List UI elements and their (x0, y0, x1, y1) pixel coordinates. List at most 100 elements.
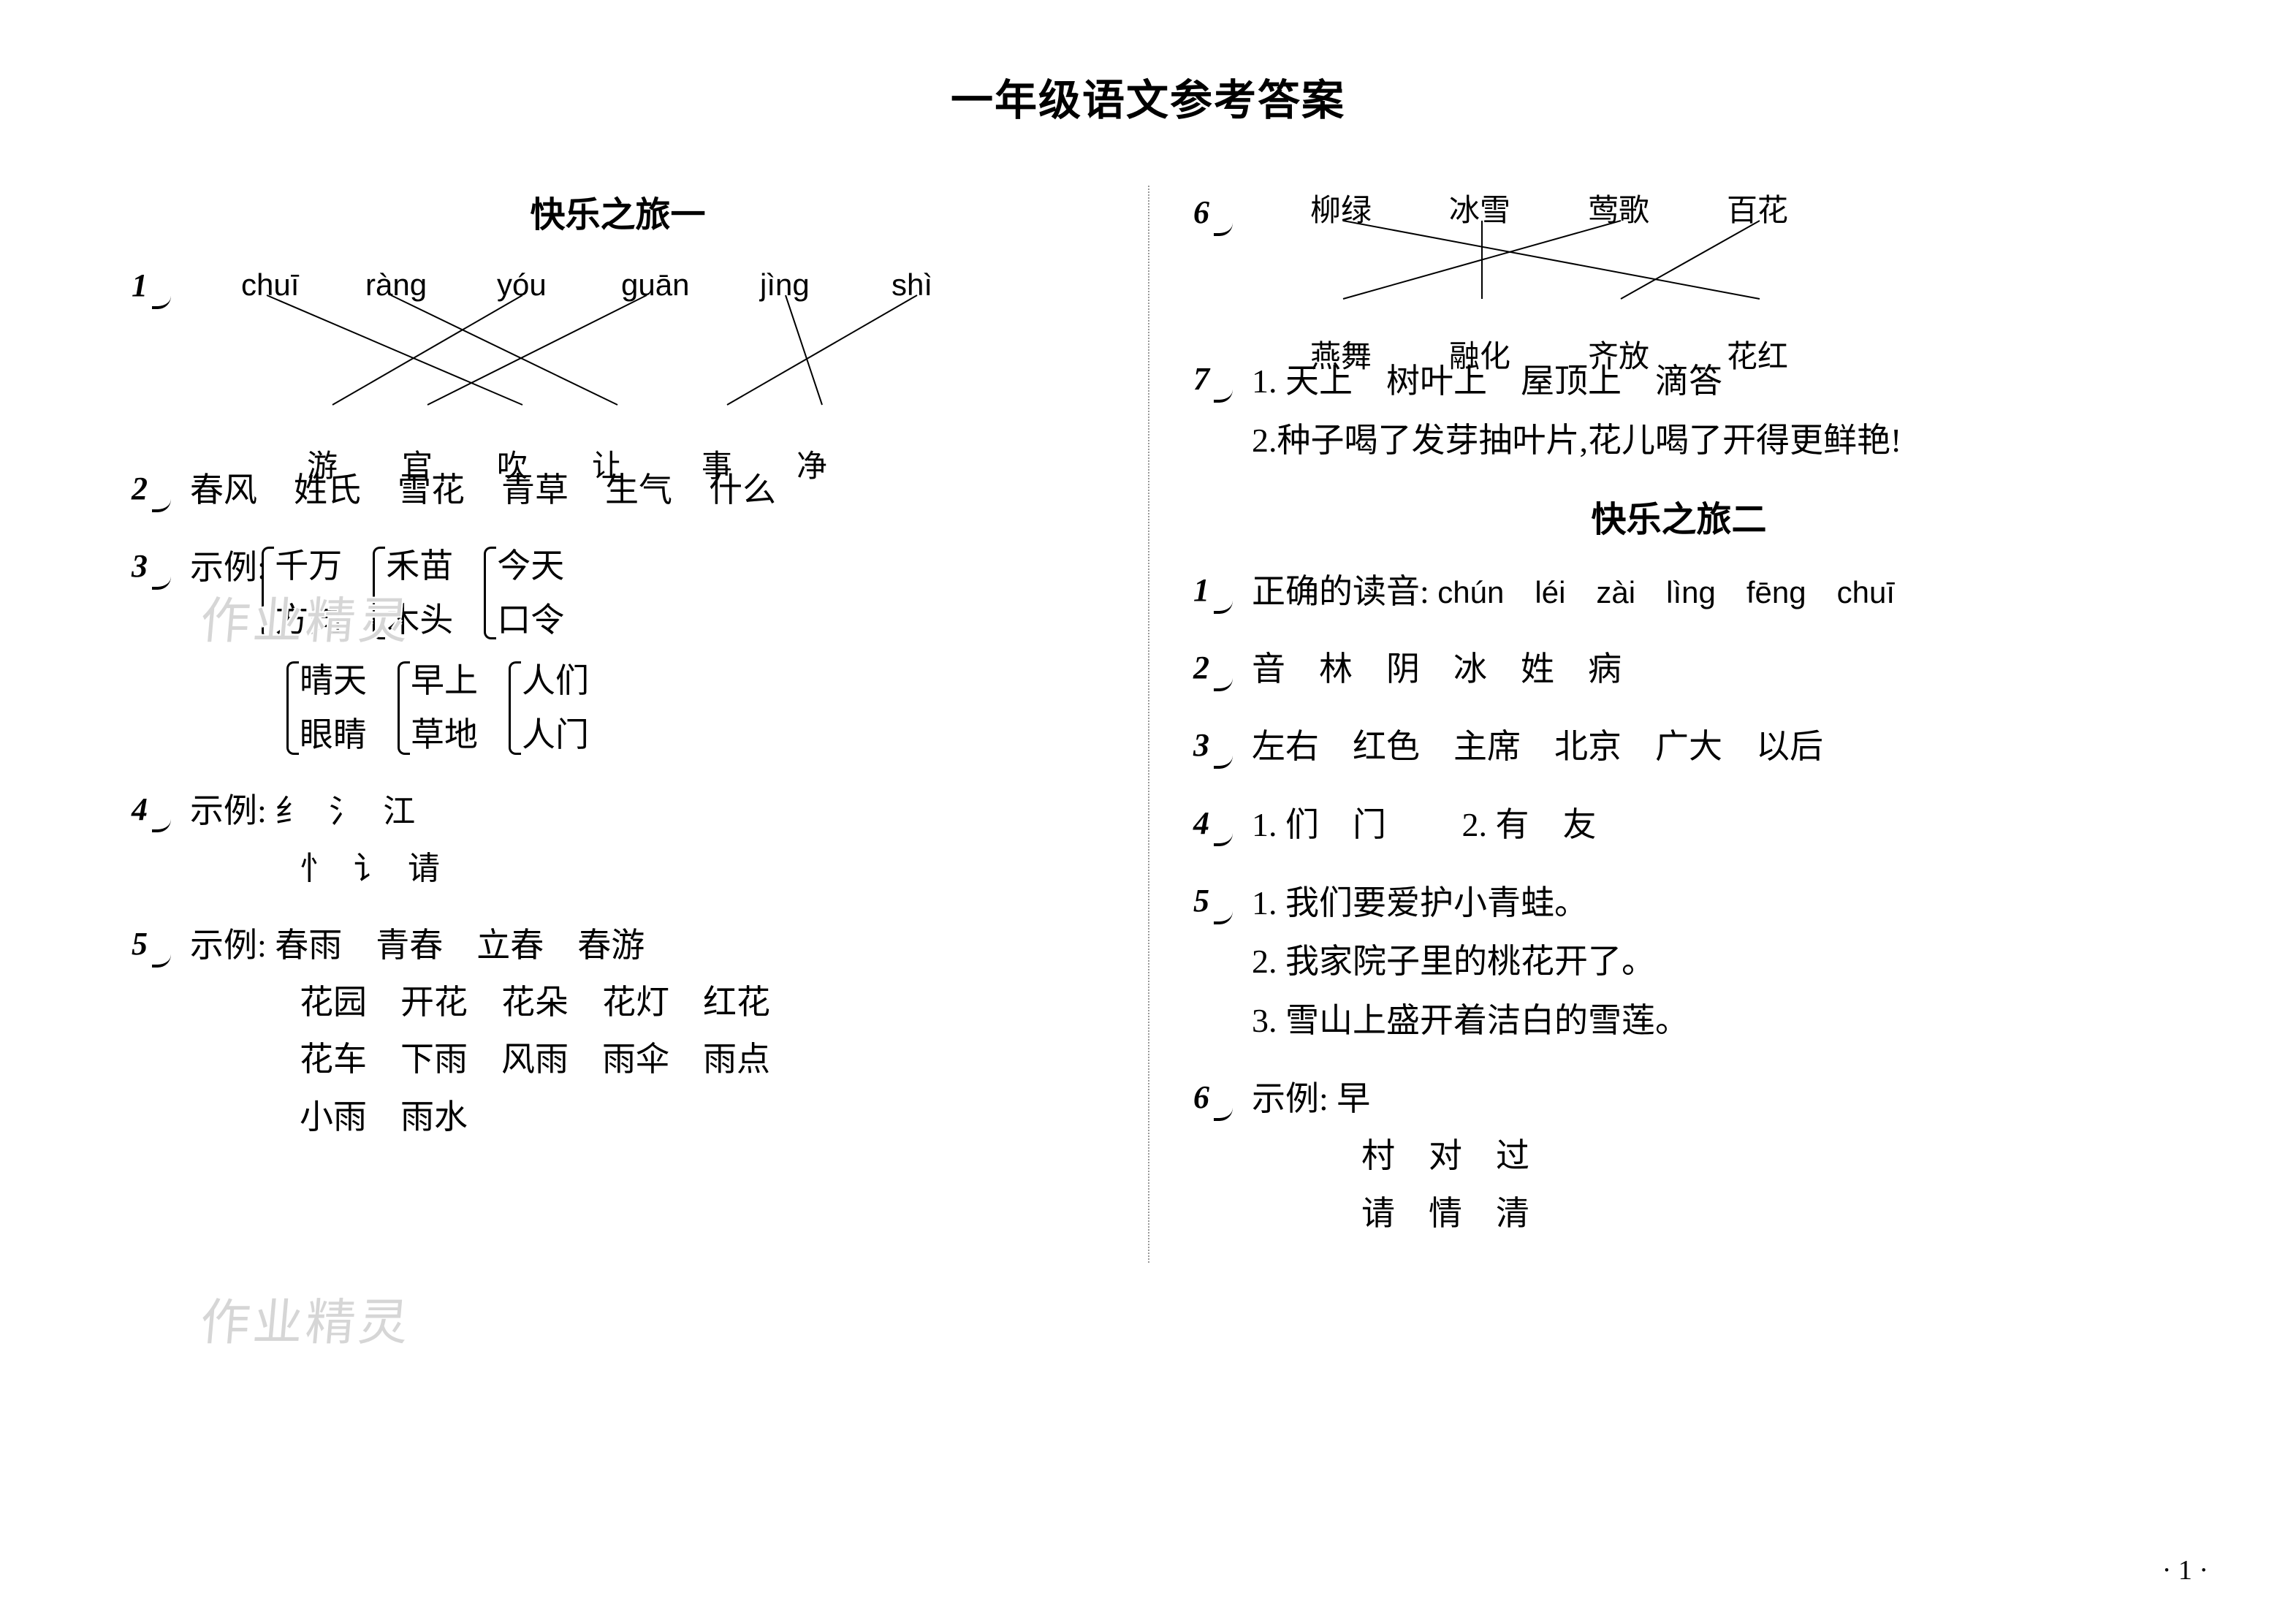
word: 以后 (1756, 728, 1823, 765)
match-top-word: ràng (365, 259, 427, 311)
q4-row1: 纟氵江 (275, 792, 437, 829)
match-top-word: jìng (760, 259, 810, 311)
section-title-1: 快乐之旅一 (132, 186, 1104, 237)
s2-q5-number: 5 (1193, 874, 1209, 929)
radical: 江 (383, 794, 415, 829)
word: 花园 (300, 984, 367, 1021)
bracket-word: 千万 (275, 539, 342, 593)
bracket-group: 今天 口令 (497, 539, 564, 647)
word: 树叶上 (1386, 362, 1487, 400)
bracket-group: 早上 草地 (411, 654, 478, 761)
q1-number: 1 (132, 259, 148, 313)
word: 情 (1429, 1195, 1462, 1232)
word: 生气 (605, 462, 672, 519)
q2-number: 2 (132, 462, 148, 517)
s2-q4-a2: 2. 有 友 (1462, 806, 1597, 843)
bracket-word: 木头 (386, 593, 453, 647)
word: 红花 (703, 984, 770, 1021)
q3-row2: 晴天 眼睛 早上 草地 人们 人门 (300, 664, 633, 701)
bracket-group: 千万 方向 (275, 539, 342, 647)
word: 小雨 (300, 1098, 367, 1136)
bracket-word: 人门 (522, 708, 589, 762)
q6-matching: 柳绿冰雪莺歌百花 燕舞融化齐放花红 (1252, 186, 2164, 332)
s2-q6-label: 示例: (1252, 1080, 1328, 1117)
pinyin-word: chuī (1837, 575, 1895, 609)
pinyin-word: léi (1535, 575, 1565, 609)
q7-a1-label: 1. (1252, 362, 1277, 400)
q5-number: 5 (132, 917, 148, 972)
word: 姓 (1521, 650, 1554, 688)
word: 过 (1496, 1137, 1529, 1174)
word: 清 (1496, 1195, 1529, 1232)
left-column: 快乐之旅一 1 chuīràngyóuguānjìngshì 游官吹让事净 2 … (132, 186, 1148, 1263)
bracket-word: 人们 (522, 654, 589, 708)
watermark-2: 作业精灵 (198, 1282, 415, 1354)
s2-q5-l1: 1. 我们要爱护小青蛙。 (1252, 874, 2164, 933)
word: 阴 (1386, 650, 1420, 688)
word: 对 (1429, 1137, 1462, 1174)
q1-lines-svg (190, 259, 994, 441)
s2-q6-l3: 请 情 清 (1361, 1195, 1529, 1232)
q7-number: 7 (1193, 352, 1209, 407)
match-top-word: 冰雪 (1449, 186, 1510, 237)
radical: 请 (408, 851, 440, 886)
bracket-group: 人们 人门 (522, 654, 589, 761)
s2-q3-words: 左右 红色 主席 北京 广大 以后 (1252, 728, 1823, 765)
match-top-word: yóu (497, 259, 547, 311)
s2-question-6: 6 示例: 早 村 对 过 请 情 清 (1193, 1071, 2164, 1242)
section-title-2: 快乐之旅二 (1193, 490, 2164, 541)
q7-a2-text: 种子喝了发芽抽叶片,花儿喝了开得更鲜艳! (1277, 422, 1902, 459)
s2-question-4: 4 1. 们 门 2. 有 友 (1193, 797, 2164, 854)
match-top-word: shì (892, 259, 932, 311)
radical: 讠 (354, 851, 386, 886)
word: 滴答 (1655, 362, 1722, 400)
q5-line1: 春雨 青春 立春 春游 (275, 927, 645, 964)
question-1: 1 chuīràngyóuguānjìngshì 游官吹让事净 (132, 259, 1104, 441)
q7-a2-label: 2. (1252, 422, 1277, 459)
match-top-word: 柳绿 (1310, 186, 1372, 237)
word: 春雨 (275, 927, 342, 964)
word: 风雨 (501, 1041, 569, 1078)
s2-q6-l2: 村 对 过 (1361, 1137, 1529, 1174)
word: 林 (1319, 650, 1353, 688)
q6-number: 6 (1193, 186, 1209, 240)
word: 雨水 (400, 1098, 468, 1136)
radical: 氵 (329, 794, 361, 829)
q5-line2: 花园 开花 花朵 花灯 红花 (300, 984, 770, 1021)
q5-label: 示例: (190, 927, 267, 964)
s2-question-5: 5 1. 我们要爱护小青蛙。 2. 我家院子里的桃花开了。 3. 雪山上盛开着洁… (1193, 874, 2164, 1051)
word: 什么 (709, 462, 776, 519)
bracket-word: 眼睛 (300, 708, 367, 762)
match-top-word: 百花 (1727, 186, 1788, 237)
word: 立春 (476, 927, 544, 964)
bracket-word: 早上 (411, 654, 478, 708)
s2-question-1: 1 正确的读音: chún léi zài lìng fēng chuī (1193, 563, 2164, 620)
right-column: 6 柳绿冰雪莺歌百花 燕舞融化齐放花红 7 1. 天上 树叶上 屋顶上 滴答 2… (1148, 186, 2164, 1263)
word: 青春 (376, 927, 443, 964)
word: 花灯 (602, 984, 669, 1021)
q4-row2: 忄讠请 (300, 849, 462, 886)
question-6: 6 柳绿冰雪莺歌百花 燕舞融化齐放花红 (1193, 186, 2164, 332)
s2-question-2: 2 音 林 阴 冰 姓 病 (1193, 641, 2164, 698)
q7-line1: 1. 天上 树叶上 屋顶上 滴答 (1252, 352, 2164, 411)
word: 开花 (400, 984, 468, 1021)
q3-row1: 千万 方向 禾苗 木头 今天 口令 (275, 549, 608, 586)
match-top-word: guān (621, 259, 689, 311)
word: 屋顶上 (1521, 362, 1622, 400)
content-columns: 快乐之旅一 1 chuīràngyóuguānjìngshì 游官吹让事净 2 … (132, 186, 2164, 1263)
s2-q2-words: 音 林 阴 冰 姓 病 (1252, 650, 1622, 688)
s2-q4-number: 4 (1193, 797, 1209, 851)
word: 姓氏 (294, 462, 361, 519)
bracket-word: 方向 (275, 593, 342, 647)
q4-number: 4 (132, 783, 148, 837)
s2-q2-number: 2 (1193, 641, 1209, 696)
question-7: 7 1. 天上 树叶上 屋顶上 滴答 2.种子喝了发芽抽叶片,花儿喝了开得更鲜艳… (1193, 352, 2164, 470)
word: 天上 (1285, 362, 1353, 400)
q1-matching: chuīràngyóuguānjìngshì 游官吹让事净 (190, 259, 1104, 441)
radical: 忄 (300, 851, 332, 886)
bracket-group: 禾苗 木头 (386, 539, 453, 647)
word: 雪花 (398, 462, 465, 519)
q4-label: 示例: (190, 792, 267, 829)
bracket-word: 草地 (411, 708, 478, 762)
bracket-word: 晴天 (300, 654, 367, 708)
